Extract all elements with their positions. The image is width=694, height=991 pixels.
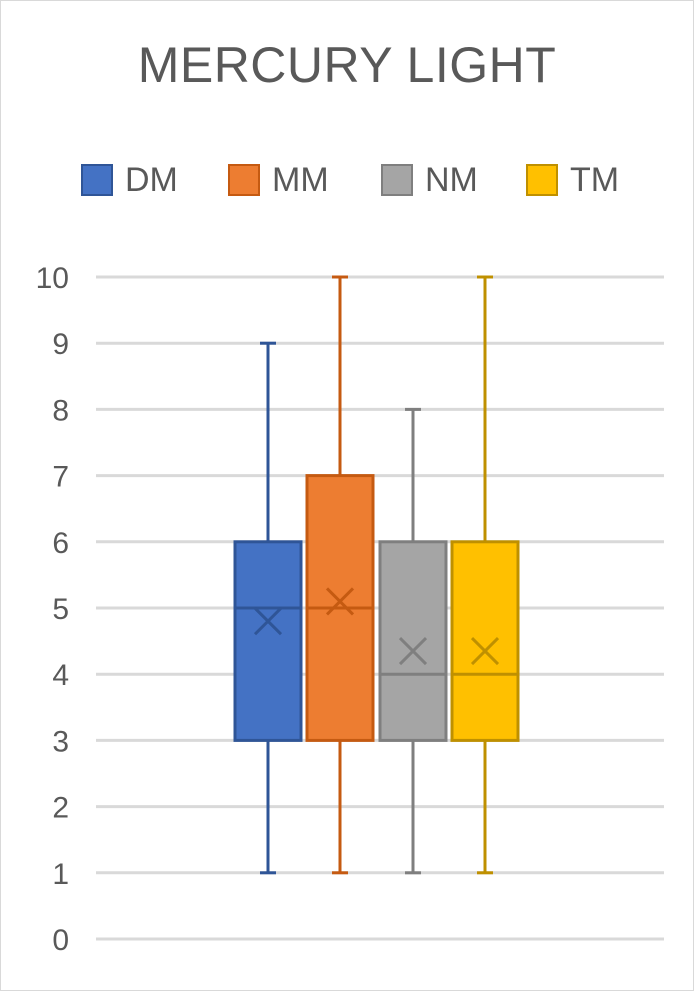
y-tick-label-0: 0 bbox=[52, 924, 69, 957]
mean-marker-nm bbox=[398, 636, 428, 666]
y-tick-label-7: 7 bbox=[52, 461, 69, 494]
y-tick-label-6: 6 bbox=[52, 527, 69, 560]
box-body-dm bbox=[233, 540, 303, 742]
legend: DM MM NM TM bbox=[0, 158, 694, 202]
legend-swatch-dm bbox=[81, 164, 113, 196]
y-tick-label-1: 1 bbox=[52, 858, 69, 891]
legend-label-mm: MM bbox=[272, 160, 329, 199]
legend-label-nm: NM bbox=[425, 160, 478, 199]
mean-marker-tm bbox=[470, 636, 500, 666]
legend-item-tm: TM bbox=[526, 158, 619, 202]
legend-label-dm: DM bbox=[125, 160, 178, 199]
y-tick-label-9: 9 bbox=[52, 328, 69, 361]
legend-label-tm: TM bbox=[570, 160, 620, 199]
box-series bbox=[233, 275, 520, 875]
y-tick-label-2: 2 bbox=[52, 792, 69, 825]
legend-item-dm: DM bbox=[81, 158, 178, 202]
mean-marker-dm bbox=[253, 607, 283, 636]
box-mm bbox=[305, 275, 375, 875]
box-tm bbox=[450, 275, 520, 875]
mean-marker-mm bbox=[325, 587, 355, 616]
legend-swatch-mm bbox=[228, 164, 260, 196]
y-tick-label-4: 4 bbox=[52, 659, 69, 692]
y-tick-label-3: 3 bbox=[52, 725, 69, 758]
box-body-nm bbox=[378, 540, 448, 742]
legend-item-mm: MM bbox=[228, 158, 329, 202]
legend-item-nm: NM bbox=[381, 158, 478, 202]
y-tick-label-5: 5 bbox=[52, 593, 69, 626]
chart-title: MERCURY LIGHT bbox=[137, 37, 557, 93]
box-body-tm bbox=[450, 540, 520, 742]
box-nm bbox=[378, 407, 448, 875]
y-tick-label-10: 10 bbox=[36, 262, 69, 295]
legend-swatch-tm bbox=[526, 164, 558, 196]
y-tick-label-8: 8 bbox=[52, 394, 69, 427]
y-axis-tick-labels: 0 1 2 3 4 5 6 7 8 9 10 bbox=[36, 262, 69, 957]
legend-swatch-nm bbox=[381, 164, 413, 196]
box-dm bbox=[233, 341, 303, 875]
